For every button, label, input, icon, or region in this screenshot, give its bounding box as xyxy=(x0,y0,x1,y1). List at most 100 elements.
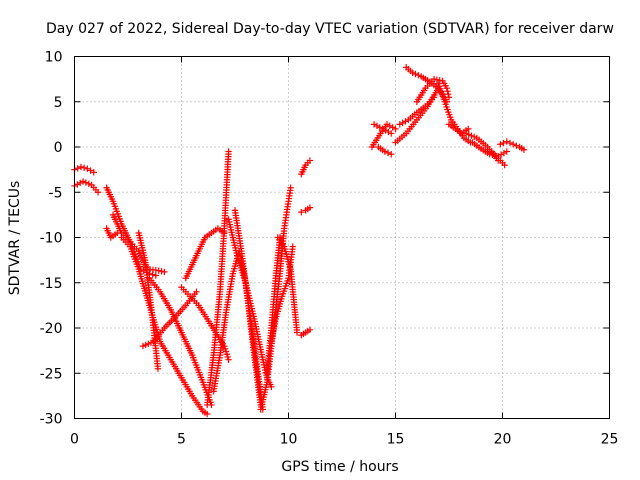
y-tick-label: -10 xyxy=(40,231,63,247)
y-tick-label: -30 xyxy=(40,412,63,428)
data-point xyxy=(287,184,294,191)
data-point xyxy=(74,181,81,188)
data-point xyxy=(155,267,162,274)
plot-frame xyxy=(74,56,610,419)
data-point xyxy=(376,124,384,131)
series-track-25 xyxy=(375,143,395,158)
y-tick-label: -25 xyxy=(40,366,63,382)
data-point xyxy=(503,148,510,155)
series-track-24 xyxy=(370,121,395,137)
data-point xyxy=(225,148,232,155)
series-track-20 xyxy=(298,157,314,178)
series-track-22 xyxy=(298,326,314,339)
x-tick-label: 10 xyxy=(280,432,298,448)
data-point xyxy=(445,94,453,101)
series-track-31 xyxy=(445,121,472,137)
data-points xyxy=(71,64,528,418)
tick-labels: 0 5 10 15 20 25 -30 -25 -20 -15 -10 -5 0 5 10 xyxy=(40,50,619,448)
x-tick-label: 15 xyxy=(387,432,405,448)
data-point xyxy=(443,84,451,92)
data-point xyxy=(370,121,378,128)
data-point xyxy=(510,141,517,148)
series-track-34 xyxy=(488,148,508,169)
data-point xyxy=(90,169,97,176)
y-axis-label: SDTVAR / TECUs xyxy=(7,181,23,296)
data-point xyxy=(388,130,395,137)
data-point xyxy=(430,75,438,83)
series-track-15 xyxy=(231,207,264,409)
data-point xyxy=(82,179,90,186)
data-point xyxy=(396,121,403,128)
series-track-19 xyxy=(274,234,301,336)
data-point xyxy=(489,151,496,159)
data-point xyxy=(381,148,388,155)
data-point xyxy=(289,243,296,250)
y-tick-label: -15 xyxy=(40,276,63,292)
data-point xyxy=(501,161,508,169)
data-point xyxy=(497,141,504,148)
series-track-9 xyxy=(146,275,215,409)
data-point xyxy=(430,94,438,101)
data-point xyxy=(158,268,165,275)
data-point xyxy=(513,142,520,149)
y-tick-label: 10 xyxy=(45,50,63,66)
series-track-21 xyxy=(298,204,314,216)
data-point xyxy=(379,125,386,133)
data-point xyxy=(497,151,505,158)
x-axis-label: GPS time / hours xyxy=(281,459,398,475)
data-point xyxy=(193,288,200,295)
data-point xyxy=(306,204,314,211)
data-point xyxy=(444,87,451,95)
data-point xyxy=(298,208,305,216)
data-point xyxy=(384,149,392,157)
series-track-1 xyxy=(71,163,97,176)
data-point xyxy=(500,149,508,157)
series-track-3 xyxy=(103,184,160,279)
x-tick-label: 5 xyxy=(177,432,186,448)
x-tick-label: 25 xyxy=(601,432,619,448)
data-point xyxy=(77,179,84,187)
data-point xyxy=(152,266,160,274)
data-point xyxy=(225,356,232,363)
data-point xyxy=(445,91,452,98)
data-point xyxy=(385,128,392,136)
data-point xyxy=(383,121,391,128)
series-track-30 xyxy=(435,80,474,146)
data-point xyxy=(87,167,94,174)
x-tick-label: 0 xyxy=(70,432,79,448)
data-point xyxy=(306,326,314,334)
data-point xyxy=(268,383,275,391)
data-point xyxy=(386,122,393,130)
grid xyxy=(74,56,610,419)
series-track-2 xyxy=(71,178,102,196)
data-point xyxy=(433,76,441,83)
series-track-7 xyxy=(135,229,162,372)
data-point xyxy=(161,268,168,276)
y-tick-label: -5 xyxy=(49,185,63,201)
data-point xyxy=(465,125,472,133)
data-point xyxy=(152,272,160,279)
chart-title: Day 027 of 2022, Sidereal Day-to-day VTE… xyxy=(46,21,614,37)
data-point xyxy=(436,77,443,84)
data-point xyxy=(79,178,87,185)
data-point xyxy=(500,139,507,147)
data-point xyxy=(80,164,88,172)
series-track-29 xyxy=(413,75,453,105)
data-point xyxy=(77,163,85,171)
data-point xyxy=(382,127,389,134)
data-point xyxy=(402,118,409,125)
y-tick-label: -20 xyxy=(40,321,63,337)
series-track-27 xyxy=(396,94,438,128)
series-track-12 xyxy=(203,148,232,409)
series-track-4 xyxy=(103,225,121,241)
data-point xyxy=(154,365,162,372)
data-point xyxy=(412,70,419,78)
series-track-23 xyxy=(368,121,399,151)
series-track-35 xyxy=(497,138,528,153)
data-point xyxy=(203,410,211,418)
data-point xyxy=(506,139,514,147)
data-point xyxy=(415,72,422,79)
data-point xyxy=(520,146,528,153)
data-point xyxy=(74,165,81,172)
